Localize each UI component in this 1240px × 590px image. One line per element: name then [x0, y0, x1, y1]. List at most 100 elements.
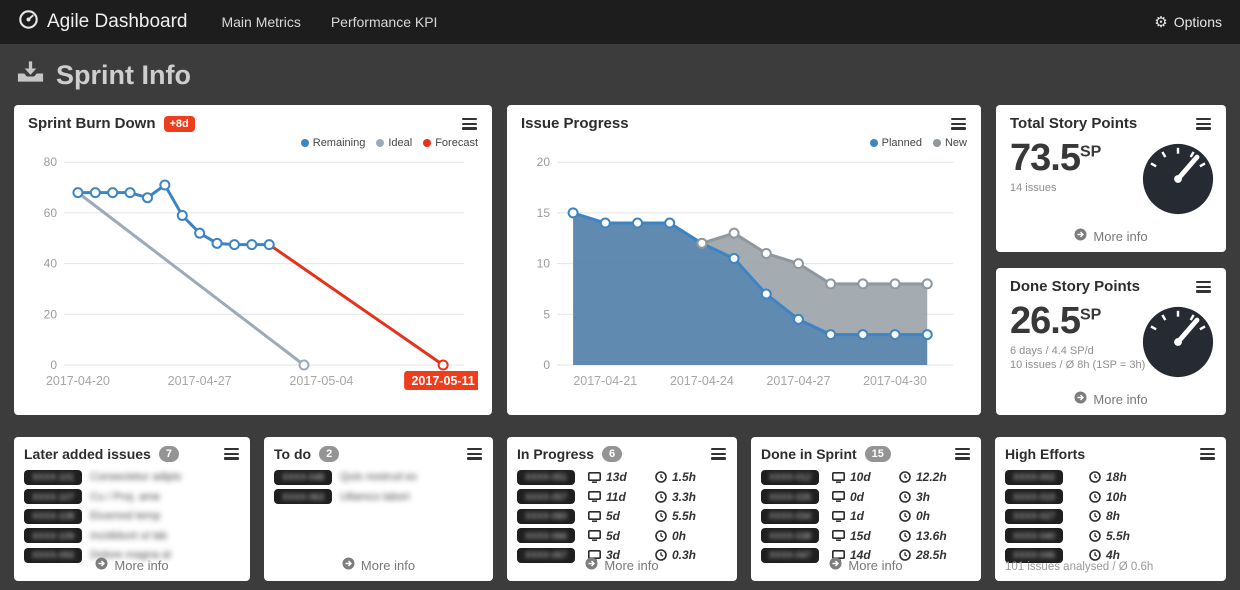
- stat-value-text: 14d: [850, 548, 871, 563]
- days-stat: 5d: [588, 529, 642, 543]
- hours-stat: 0h: [899, 509, 953, 523]
- issue-key-badge[interactable]: XXXX-038: [761, 528, 819, 544]
- issue-key-badge[interactable]: XXXX-034: [761, 508, 819, 524]
- svg-text:2017-04-30: 2017-04-30: [863, 374, 927, 388]
- display-icon: [832, 510, 845, 522]
- panel-menu-button[interactable]: [710, 445, 727, 463]
- issue-key-badge[interactable]: XXXX-057: [517, 489, 575, 505]
- issue-key-badge[interactable]: XXXX-063: [274, 489, 332, 505]
- issue-key-badge[interactable]: XXXX-060: [517, 508, 575, 524]
- days-stat: 5d: [588, 509, 642, 523]
- analysis-footer: 101 issues analysed / Ø 0.6h: [1005, 561, 1154, 573]
- svg-text:0: 0: [543, 358, 550, 372]
- brand[interactable]: Agile Dashboard: [18, 9, 187, 36]
- stat-subtext-2: 10 issues / Ø 8h (1SP = 3h): [1010, 358, 1146, 371]
- count-badge: 2: [319, 445, 340, 462]
- issue-key-badge[interactable]: XXXX-107: [24, 489, 82, 505]
- delay-badge: +8d: [163, 115, 195, 132]
- stat-subtext: 14 issues: [1010, 181, 1057, 194]
- nav-item-main-metrics[interactable]: Main Metrics: [221, 14, 301, 30]
- issue-key-badge[interactable]: XXXX-048: [274, 469, 332, 485]
- nav-item-performance-kpi[interactable]: Performance KPI: [330, 14, 438, 30]
- more-info-link[interactable]: More info: [996, 391, 1226, 407]
- days-stat: 10d: [832, 470, 886, 484]
- issue-key-badge[interactable]: XXXX-051: [517, 469, 575, 485]
- legend-dot: [423, 139, 432, 147]
- stat-value-text: 0h: [916, 509, 931, 524]
- more-info-link[interactable]: More info: [751, 557, 981, 573]
- more-info-link[interactable]: More info: [14, 557, 250, 573]
- list-item: XXXX-108 Eiusmod temp: [24, 508, 240, 524]
- issue-key-badge[interactable]: XXXX-093: [24, 547, 82, 563]
- panel-menu-button[interactable]: [466, 445, 483, 463]
- issue-key-badge[interactable]: XXXX-027: [1005, 508, 1063, 524]
- days-stat: 1d: [832, 509, 886, 523]
- panel-menu-button[interactable]: [1199, 445, 1216, 463]
- count-badge: 6: [602, 445, 623, 462]
- panel-title: Done Story Points: [1010, 278, 1141, 296]
- options-label: Options: [1173, 14, 1222, 30]
- clock-icon: [899, 490, 911, 503]
- stat-value-text: 8h: [1106, 509, 1121, 524]
- hours-stat: 18h: [1089, 470, 1143, 484]
- issue-key-badge[interactable]: XXXX-047: [761, 547, 819, 563]
- issue-key-badge[interactable]: XXXX-012: [761, 469, 819, 485]
- issue-key-badge[interactable]: XXXX-040: [1005, 528, 1063, 544]
- issue-key-badge[interactable]: XXXX-066: [517, 528, 575, 544]
- panel-title: High Efforts: [1005, 445, 1086, 462]
- panel-done-story-points: Done Story Points 26.5SP 6 days / 4.4 SP…: [996, 268, 1226, 415]
- stat-value-text: 1.5h: [672, 470, 697, 485]
- more-info-link[interactable]: More info: [507, 557, 737, 573]
- issue-list: XXXX-051 13d 1.5h XXXX-057 11d 3.3h XXXX-060 5d…: [517, 469, 727, 563]
- issue-key-badge[interactable]: XXXX-108: [24, 508, 82, 524]
- more-info-label: More info: [604, 557, 659, 573]
- brand-logo-icon: [18, 9, 39, 36]
- panel-done-in-sprint: Done in Sprint 15 XXXX-012 10d 12.2h XXXX-0…: [751, 437, 981, 581]
- issue-key-badge[interactable]: XXXX-019: [1005, 489, 1063, 505]
- panel-issue-progress: Issue Progress Planned New 0 5 10 15 20 2017-0…: [507, 105, 981, 415]
- stat-value-text: 5d: [606, 528, 621, 543]
- panel-menu-button[interactable]: [950, 115, 967, 133]
- issue-key-badge[interactable]: XXXX-101: [24, 469, 82, 485]
- panel-header: Done Story Points: [1010, 278, 1212, 296]
- bottom-row: Later added issues 7 XXXX-101 Consectetur…: [14, 437, 1226, 581]
- list-item: XXXX-067 3d 0.3h: [517, 547, 727, 563]
- clock-icon: [1089, 490, 1101, 503]
- issue-key-badge[interactable]: XXXX-067: [517, 547, 575, 563]
- issue-key-badge[interactable]: XXXX-046: [1005, 547, 1063, 563]
- svg-text:0: 0: [50, 358, 57, 372]
- more-info-link[interactable]: More info: [996, 228, 1226, 244]
- arrow-circle-icon: [95, 557, 108, 573]
- stat-value-text: 15d: [850, 528, 871, 543]
- issue-key-badge[interactable]: XXXX-002: [1005, 469, 1063, 485]
- options-menu[interactable]: ⚙ Options: [1154, 14, 1222, 30]
- panel-menu-button[interactable]: [461, 115, 478, 133]
- hours-stat: 3.3h: [655, 490, 709, 504]
- legend-item: Forecast: [423, 137, 478, 149]
- stat-value-text: 3.3h: [672, 489, 697, 504]
- list-item: XXXX-048 Quis nostrud ex: [274, 469, 483, 485]
- stat-value-text: 5d: [606, 509, 621, 524]
- more-info-label: More info: [114, 557, 169, 573]
- svg-text:2017-05-04: 2017-05-04: [289, 374, 353, 388]
- panel-header: In Progress 6: [517, 445, 727, 463]
- panel-menu-button[interactable]: [954, 445, 971, 463]
- more-info-link[interactable]: More info: [264, 557, 493, 573]
- page-title-text: Sprint Info: [56, 60, 191, 90]
- svg-text:2017-04-24: 2017-04-24: [670, 374, 734, 388]
- clock-icon: [1089, 471, 1101, 483]
- issue-summary-redacted: Ullamco labori: [340, 490, 410, 503]
- panel-title: Issue Progress: [521, 115, 629, 133]
- issue-list: XXXX-002 18h XXXX-019 10h XXXX-027 8h XXXX-040…: [1005, 469, 1216, 563]
- stat-unit: SP: [1079, 142, 1102, 160]
- legend-item: Planned: [869, 137, 922, 149]
- panel-title: Done in Sprint: [761, 445, 857, 462]
- panel-menu-button[interactable]: [1195, 115, 1212, 133]
- svg-text:5: 5: [543, 307, 550, 321]
- clock-icon: [655, 510, 667, 522]
- issue-key-badge[interactable]: XXXX-026: [761, 489, 819, 505]
- issue-key-badge[interactable]: XXXX-109: [24, 528, 82, 544]
- panel-menu-button[interactable]: [223, 445, 240, 463]
- list-item: XXXX-057 11d 3.3h: [517, 489, 727, 505]
- panel-menu-button[interactable]: [1195, 278, 1212, 296]
